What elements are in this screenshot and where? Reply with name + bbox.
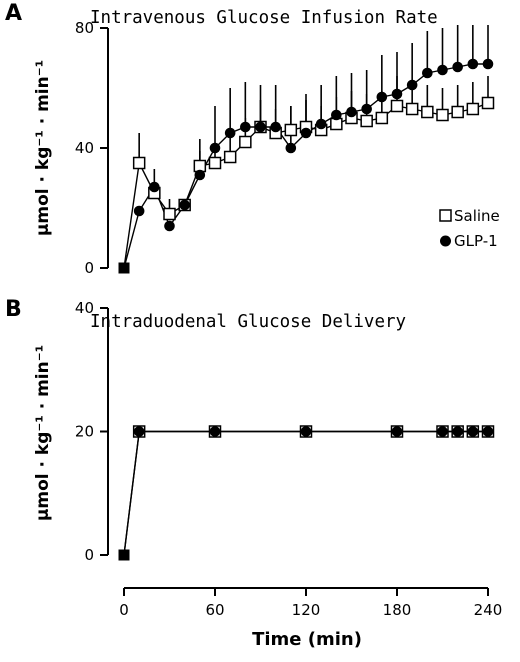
panel-a-saline-point bbox=[223, 150, 237, 164]
panel-a-y-tick-label: 0 bbox=[84, 259, 94, 277]
panel-a-saline-point bbox=[360, 114, 373, 128]
panel-a-saline-point bbox=[451, 105, 464, 119]
panel-a-saline-point bbox=[284, 123, 298, 137]
panel-a-saline-point bbox=[436, 108, 449, 122]
panel-a-glp-1-point bbox=[406, 79, 418, 91]
panel-b-y-tick-label: 20 bbox=[75, 423, 94, 441]
panel-a-saline-point bbox=[208, 156, 222, 170]
panel-a-glp-1-point bbox=[376, 91, 388, 103]
panel-a-glp-1-point bbox=[482, 58, 494, 70]
panel-b-glp-1-point bbox=[482, 426, 494, 437]
legend-saline-label: Saline bbox=[454, 207, 500, 225]
panel-b-glp-1-point bbox=[452, 426, 463, 437]
panel-a-saline-point bbox=[375, 111, 389, 125]
panel-b-x-tick-label: 120 bbox=[292, 601, 321, 619]
panel-a-saline-point bbox=[466, 102, 480, 116]
panel-a-glp-1-point bbox=[346, 106, 357, 118]
panel-a-saline-point bbox=[239, 135, 252, 149]
panel-a-saline-point bbox=[390, 99, 404, 113]
panel-b-x-tick-label: 0 bbox=[119, 601, 129, 619]
panel-a-saline-point bbox=[421, 105, 434, 119]
panel-b-y-tick-label: 40 bbox=[75, 299, 94, 317]
legend-saline-marker bbox=[439, 209, 452, 222]
x-axis-label: Time (min) bbox=[252, 629, 362, 650]
panel-a-glp-1-point bbox=[437, 64, 448, 76]
panel-a-saline-point bbox=[405, 102, 419, 116]
panel-b-y-tick-label: 0 bbox=[84, 546, 94, 564]
panel-b-glp-1-point bbox=[391, 426, 403, 437]
panel-a-glp-1-point bbox=[240, 121, 251, 133]
panel-a-glp-1-point bbox=[194, 169, 206, 181]
panel-a-glp-1-point bbox=[149, 181, 160, 193]
panel-a-saline-point bbox=[481, 96, 495, 110]
panel-b-glp-1-point bbox=[209, 426, 221, 437]
panel-b-x-tick-label: 240 bbox=[474, 601, 503, 619]
panel-b-glp-1-point bbox=[437, 426, 448, 437]
panel-a-glp-1-point bbox=[422, 67, 433, 79]
panel-a-glp-1-point bbox=[452, 61, 463, 73]
panel-a-glp-1-point bbox=[118, 262, 130, 274]
panel-b-saline-line bbox=[123, 430, 488, 556]
panel-a-plot: 0 40 80 Saline GLP-1 bbox=[75, 19, 500, 277]
panel-a-y-tick-label: 80 bbox=[75, 19, 94, 37]
panel-a-glp-1-point bbox=[315, 118, 327, 130]
panel-b-ylabel: µmol · kg⁻¹ · min⁻¹ bbox=[33, 345, 53, 521]
panel-a-saline-point bbox=[132, 156, 146, 170]
panel-a-glp-1-point bbox=[361, 103, 372, 115]
panel-a-glp-1-point bbox=[255, 121, 266, 133]
panel-b-plot: 0 20 40 0 60 120 180 240 bbox=[75, 299, 502, 619]
panel-a-y-tick-label: 40 bbox=[75, 139, 94, 157]
panel-b-glp-1-line bbox=[123, 430, 488, 556]
panel-a-glp-1-point bbox=[179, 199, 190, 211]
panel-a-glp-1-point bbox=[331, 109, 342, 121]
panel-a-glp-1-point bbox=[164, 220, 175, 232]
panel-a-glp-1-point bbox=[133, 205, 145, 217]
panel-a-glp-1-point bbox=[209, 142, 221, 154]
panel-b-x-tick-label: 60 bbox=[205, 601, 224, 619]
panel-b-letter: B bbox=[5, 297, 22, 322]
panel-a-glp-1-point bbox=[300, 127, 312, 139]
panel-a-glp-1-point bbox=[224, 127, 236, 139]
legend-glp1-marker bbox=[440, 235, 451, 247]
panel-a-glp-1-point bbox=[270, 121, 281, 133]
panel-a-ylabel: µmol · kg⁻¹ · min⁻¹ bbox=[33, 60, 53, 236]
panel-a-saline-point bbox=[163, 207, 176, 221]
panel-b-glp-1-point bbox=[300, 426, 312, 437]
panel-a-glp-1-point bbox=[467, 58, 479, 70]
panel-a-title: Intravenous Glucose Infusion Rate bbox=[90, 8, 438, 28]
panel-a-glp-1-point bbox=[285, 142, 297, 154]
panel-b-glp-1-point bbox=[118, 549, 130, 561]
panel-a-letter: A bbox=[5, 1, 22, 26]
panel-b-x-tick-label: 180 bbox=[383, 601, 412, 619]
panel-b-glp-1-point bbox=[467, 426, 479, 437]
panel-a-glp-1-point bbox=[391, 88, 403, 100]
panel-b-title: Intraduodenal Glucose Delivery bbox=[90, 312, 406, 332]
panel-b-glp-1-point bbox=[133, 426, 145, 437]
legend-glp1-label: GLP-1 bbox=[454, 232, 498, 250]
